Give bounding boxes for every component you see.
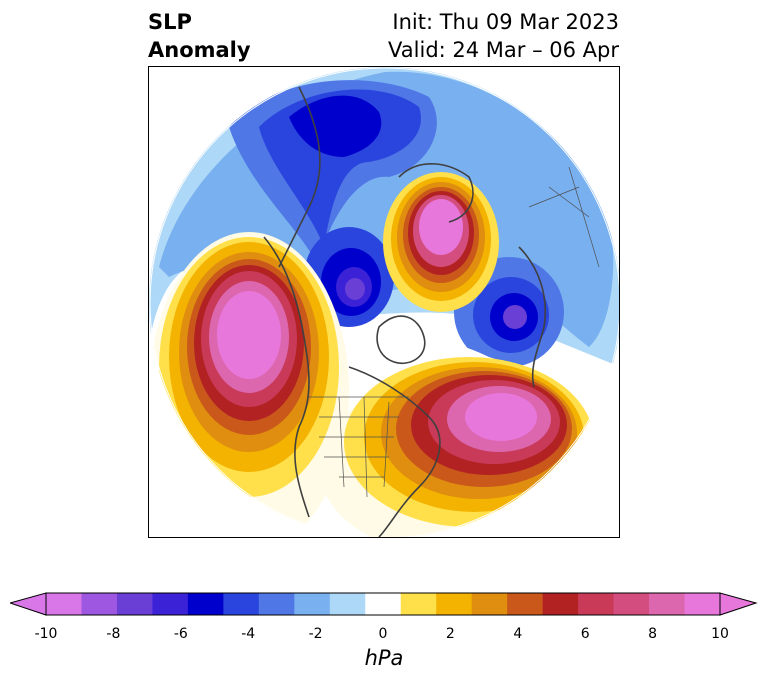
colorbar-over-arrow (719, 592, 758, 616)
map-panel (148, 66, 620, 538)
colorbar-cell (542, 593, 579, 615)
colorbar (10, 592, 758, 616)
colorbar-cell (507, 593, 544, 615)
colorbar-tick-label: -10 (34, 626, 58, 642)
colorbar-cell (152, 593, 189, 615)
siberia-low-3 (289, 95, 382, 157)
title-line-2: Anomaly (148, 38, 251, 62)
chart-dates: Init: Thu 09 Mar 2023 Valid: 24 Mar – 06… (388, 8, 619, 64)
colorbar-tick-label: -8 (106, 626, 121, 642)
colorbar-cell (684, 593, 721, 615)
arctic-high-7 (419, 199, 463, 255)
alaska-low-4 (345, 278, 365, 300)
colorbar-cell (613, 593, 650, 615)
colorbar-tick-label: 6 (580, 626, 590, 642)
coast-north-america-east (348, 366, 441, 537)
disk-edge (149, 67, 619, 537)
chart-title: SLP Anomaly (148, 8, 251, 64)
colorbar-under-arrow (10, 592, 47, 616)
colorbar-cell (578, 593, 615, 615)
coast-north-america-west (263, 236, 310, 518)
scand-low-4 (503, 305, 527, 329)
colorbar-tick-label: 0 (378, 626, 388, 642)
colorbar-cell (223, 593, 260, 615)
colorbar-cell (329, 593, 366, 615)
anomaly-field (149, 67, 619, 537)
init-date: Init: Thu 09 Mar 2023 (392, 10, 619, 34)
border-us-states-2 (338, 396, 390, 498)
colorbar-tick-label: 10 (711, 626, 729, 642)
colorbar-cell (187, 593, 224, 615)
coast-greenland (376, 315, 426, 364)
coastlines (263, 86, 547, 537)
colorbar-cells (46, 593, 721, 615)
coast-europe (518, 246, 547, 388)
colorbar-cell (365, 593, 402, 615)
coast-arctic-islands (398, 163, 474, 223)
borders (309, 166, 600, 498)
title-line-1: SLP (148, 10, 192, 34)
border-europe (528, 166, 600, 268)
colorbar-cell (116, 593, 153, 615)
border-us-states-1 (319, 416, 399, 478)
valid-date: Valid: 24 Mar – 06 Apr (388, 38, 619, 62)
colorbar-cell (46, 593, 82, 615)
polar-map (149, 67, 619, 537)
colorbar-tick-label: -2 (308, 626, 323, 642)
colorbar-tick-label: 4 (513, 626, 523, 642)
colorbar-cell (258, 593, 295, 615)
coast-asia (278, 86, 321, 268)
colorbar-tick-label: -4 (241, 626, 256, 642)
colorbar-cell (471, 593, 508, 615)
pacific-high-9 (217, 291, 281, 379)
colorbar-cell (400, 593, 437, 615)
colorbar-tick-label: 2 (445, 626, 455, 642)
colorbar-unit: hPa (364, 646, 404, 670)
colorbar-tick-label: 8 (648, 626, 658, 642)
colorbar-cell (436, 593, 473, 615)
atlantic-high-9 (465, 393, 537, 441)
colorbar-cell (294, 593, 331, 615)
colorbar-outline (45, 592, 721, 616)
colorbar-tick-label: -6 (173, 626, 188, 642)
colorbar-cell (649, 593, 686, 615)
colorbar-cell (81, 593, 118, 615)
